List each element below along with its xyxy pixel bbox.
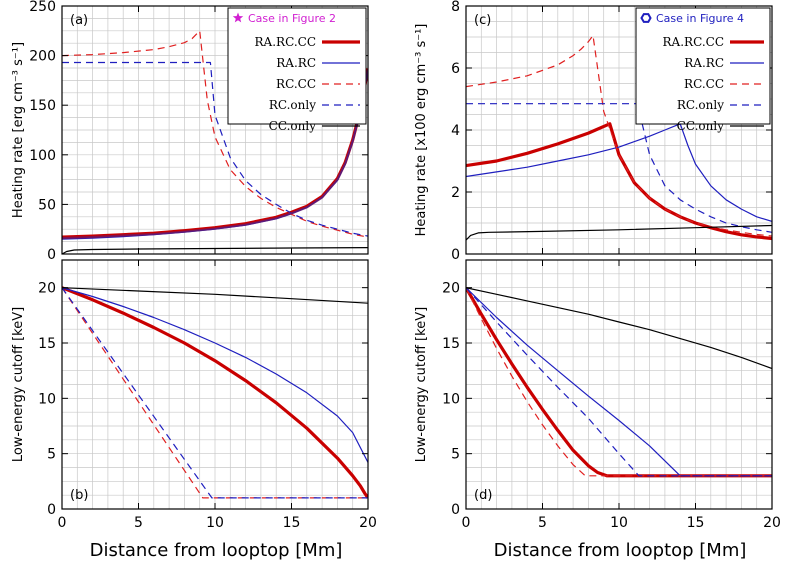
y-tick-label: 150 <box>29 98 56 114</box>
x-tick-label: 5 <box>538 515 547 531</box>
series-line-overlap <box>62 69 368 240</box>
y-axis-title: Heating rate [erg cm⁻³ s⁻¹] <box>11 42 26 218</box>
series-line-cc-only <box>466 224 772 241</box>
series-line-cc-only <box>466 287 772 370</box>
x-tick-label: 0 <box>58 515 67 531</box>
star-marker-icon <box>232 12 244 23</box>
series-line-cc-only <box>62 247 368 254</box>
legend-label: RC.only <box>677 98 724 112</box>
y-tick-label: 8 <box>451 0 460 15</box>
x-tick-label: 0 <box>462 515 471 531</box>
y-tick-label: 10 <box>38 391 56 407</box>
series-line-ra-rc <box>466 123 772 222</box>
y-tick-label: 200 <box>29 49 56 65</box>
legend-label: RC.CC <box>276 77 316 91</box>
y-tick-label: 0 <box>451 247 460 263</box>
legend-box <box>635 7 771 125</box>
y-tick-label: 20 <box>38 281 56 297</box>
series-line-ra-rc-cc <box>466 286 772 478</box>
y-tick-label: 0 <box>47 502 56 518</box>
y-tick-label: 100 <box>29 148 56 164</box>
legend: Case in Figure 2 RA.RC.CC RA.RC RC.CC RC.onl… <box>227 7 367 133</box>
grid <box>465 259 773 510</box>
series-line-rc-cc <box>466 287 772 477</box>
series-line-ra-rc <box>466 287 772 477</box>
series-line-rc-only <box>466 103 772 233</box>
y-tick-label: 20 <box>442 281 460 297</box>
panel-label: (c) <box>474 13 491 28</box>
grid <box>61 259 369 510</box>
x-axis-title-right: Distance from looptop [Mm] <box>494 540 747 561</box>
legend-box <box>227 7 367 125</box>
legend-label: CC.only <box>269 119 317 133</box>
series-lines <box>62 30 368 254</box>
series-lines <box>466 34 772 241</box>
x-axis-title-left: Distance from looptop [Mm] <box>90 540 343 561</box>
legend-label: CC.only <box>677 119 725 133</box>
series-lines <box>62 286 368 499</box>
y-axis-title: Low-energy cutoff [keV] <box>11 307 26 462</box>
series-lines <box>466 286 772 478</box>
y-tick-label: 50 <box>38 197 56 213</box>
series-line-ra-rc <box>62 287 368 463</box>
legend-label: RC.only <box>269 98 316 112</box>
series-line-ra-rc-cc <box>62 286 368 499</box>
y-tick-label: 4 <box>451 123 460 139</box>
legend-title: Case in Figure 4 <box>656 12 744 25</box>
panel-b: 0 5 10 15 20 0 5 10 15 20 Low-energy cutoff [keV] (… <box>11 259 377 531</box>
x-tick-label: 10 <box>206 515 224 531</box>
y-axis-title: Heating rate [x100 erg cm⁻³ s⁻¹] <box>414 24 429 237</box>
x-tick-label: 15 <box>687 515 705 531</box>
y-tick-label: 2 <box>451 185 460 201</box>
y-tick-label: 15 <box>442 336 460 352</box>
y-tick-label: 5 <box>451 447 460 463</box>
y-tick-label: 0 <box>47 247 56 263</box>
legend-label: RA.RC.CC <box>255 35 316 49</box>
y-tick-label: 0 <box>451 502 460 518</box>
y-axis-title: Low-energy cutoff [keV] <box>414 307 429 462</box>
y-tick-label: 250 <box>29 0 56 15</box>
panel-c: 0 2 4 6 8 Heating rate [x100 erg cm⁻³ s⁻¹] (c)… <box>414 0 773 263</box>
x-tick-label: 15 <box>283 515 301 531</box>
y-tick-label: 6 <box>451 61 460 77</box>
series-line-rc-cc <box>62 30 368 238</box>
series-line-rc-only <box>466 287 772 477</box>
x-tick-label: 20 <box>359 515 377 531</box>
legend-label: RA.RC <box>276 56 316 70</box>
panel-d: 0 5 10 15 20 0 5 10 15 20 Low-energy cutoff [keV] (… <box>414 259 781 531</box>
legend-title: Case in Figure 2 <box>248 12 336 25</box>
hexagon-marker-icon <box>640 13 652 23</box>
series-line-cc-only <box>62 287 368 304</box>
legend-label: RA.RC.CC <box>663 35 724 49</box>
series-line-rc-cc <box>466 34 772 237</box>
y-tick-label: 10 <box>442 391 460 407</box>
series-line-rc-cc <box>62 287 368 499</box>
x-tick-label: 5 <box>134 515 143 531</box>
panel-a: 0 50 100 150 200 250 Heating rate [erg cm⁻³ s⁻… <box>11 0 369 263</box>
y-tick-label: 5 <box>47 447 56 463</box>
panel-label: (d) <box>474 488 492 503</box>
x-tick-label: 10 <box>610 515 628 531</box>
legend-label: RA.RC <box>684 56 724 70</box>
series-line-rc-only <box>62 287 368 499</box>
y-tick-label: 15 <box>38 336 56 352</box>
panel-label: (b) <box>70 488 88 503</box>
legend-label: RC.CC <box>684 77 724 91</box>
legend: Case in Figure 4 RA.RC.CC RA.RC RC.CC RC.onl… <box>635 7 771 133</box>
panel-label: (a) <box>70 13 88 28</box>
x-tick-label: 20 <box>763 515 781 531</box>
